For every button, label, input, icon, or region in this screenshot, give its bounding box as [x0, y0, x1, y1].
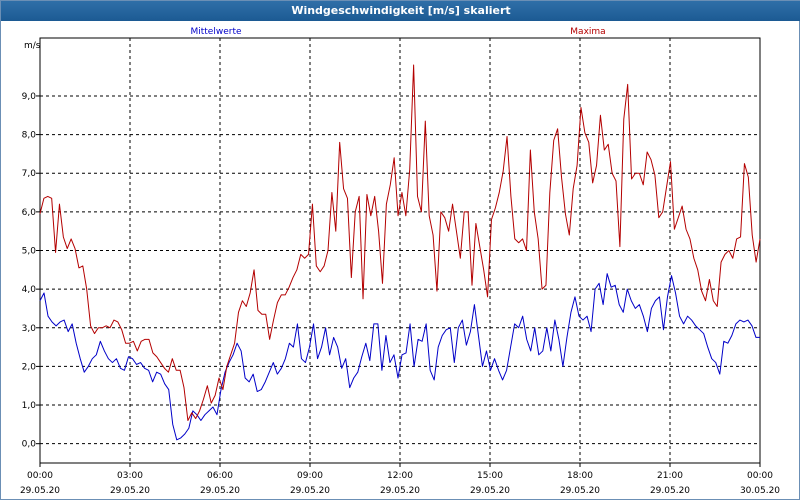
grid: [40, 38, 760, 463]
y-tick-label: 9,0: [22, 92, 37, 102]
x-tick-date: 29.05.20: [560, 486, 600, 496]
y-tick-label: 7,0: [22, 169, 37, 179]
x-tick-date: 29.05.20: [470, 486, 510, 496]
x-tick-time: 06:00: [207, 471, 233, 481]
x-tick-time: 18:00: [567, 471, 593, 481]
y-tick-label: 2,0: [22, 362, 37, 372]
y-tick-label: 4,0: [22, 285, 37, 295]
x-tick-time: 12:00: [387, 471, 413, 481]
x-tick-date: 29.05.20: [290, 486, 330, 496]
x-tick-date: 29.05.20: [20, 486, 60, 496]
legend-mittelwerte: Mittelwerte: [190, 27, 241, 37]
y-tick-label: 5,0: [22, 247, 37, 257]
legend-maxima: Maxima: [570, 27, 605, 37]
series-line-mittelwerte: [39, 273, 760, 441]
series-lines: [39, 64, 761, 441]
x-tick-date: 29.05.20: [380, 486, 420, 496]
window-title: Windgeschwindigkeit [m/s] skaliert: [1, 1, 800, 21]
y-unit-label: m/s: [24, 41, 41, 51]
ticks: 00:00 29.05.20 03:00 29.05.20 06:00 29.05.20 0…: [20, 92, 780, 496]
y-tick-label: 8,0: [22, 131, 37, 141]
x-tick-date: 29.05.20: [200, 486, 240, 496]
x-tick-time: 00:00: [747, 471, 773, 481]
x-tick-date: 29.05.20: [110, 486, 150, 496]
y-tick-label: 6,0: [22, 208, 37, 218]
x-tick-date: 29.05.20: [650, 486, 690, 496]
x-tick-time: 09:00: [297, 471, 323, 481]
x-tick-time: 03:00: [117, 471, 143, 481]
x-tick-time: 00:00: [27, 471, 53, 481]
series-line-maxima: [39, 64, 761, 421]
x-tick-date: 30.05.20: [740, 486, 780, 496]
y-tick-label: 3,0: [22, 324, 37, 334]
y-tick-label: 1,0: [22, 401, 37, 411]
x-tick-time: 15:00: [477, 471, 503, 481]
x-tick-time: 21:00: [657, 471, 683, 481]
y-tick-label: 0,0: [22, 440, 37, 450]
